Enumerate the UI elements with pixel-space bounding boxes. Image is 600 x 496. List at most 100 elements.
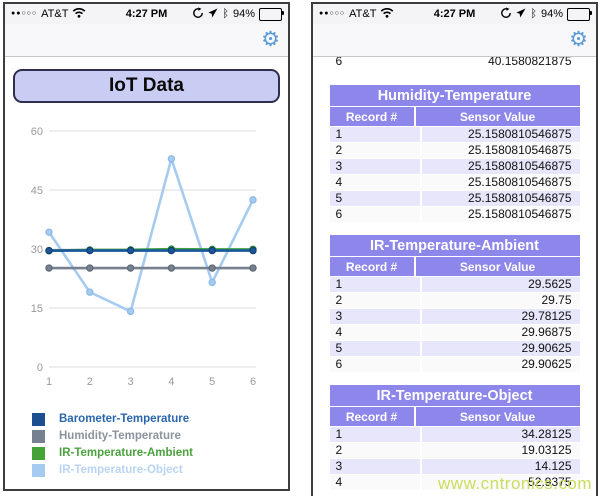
data-point bbox=[249, 246, 257, 255]
record-column-header: Record # bbox=[330, 257, 416, 276]
record-cell: 4 bbox=[330, 175, 422, 190]
record-cell: 1 bbox=[330, 427, 422, 442]
value-cell: 25.1580810546875 bbox=[468, 143, 572, 157]
legend-item: Humidity-Temperature bbox=[32, 430, 288, 443]
table-row: 3 25.1580810546875 bbox=[329, 159, 580, 175]
status-right: ᛒ 94% bbox=[500, 6, 592, 22]
record-cell: 6 bbox=[330, 207, 422, 222]
value-cell: 25.1580810546875 bbox=[468, 191, 572, 205]
record-cell: 3 bbox=[330, 459, 422, 474]
table-title: Humidity-Temperature bbox=[329, 85, 580, 107]
legend-swatch bbox=[32, 464, 45, 477]
value-cell: 29.78125 bbox=[521, 309, 572, 323]
table-title: IR-Temperature-Ambient bbox=[329, 235, 580, 257]
table-row: 4 29.96875 bbox=[329, 325, 580, 341]
table-scroll-area[interactable]: 6 40.1580821875 Humidity-Temperature Reco… bbox=[313, 57, 596, 491]
sensor-table: IR-Temperature-Object Record # Sensor Valu… bbox=[329, 385, 580, 491]
clipped-table-row: 6 40.1580821875 bbox=[330, 57, 580, 69]
data-point bbox=[86, 246, 94, 255]
legend-swatch bbox=[32, 430, 45, 443]
record-cell: 3 bbox=[330, 309, 422, 324]
table-row: 3 29.78125 bbox=[329, 309, 580, 325]
record-cell: 1 bbox=[330, 127, 422, 142]
x-axis-tick: 4 bbox=[168, 376, 174, 388]
data-point bbox=[45, 246, 53, 255]
value-cell: 29.5625 bbox=[528, 277, 572, 291]
battery-icon bbox=[567, 7, 592, 21]
sensor-table: IR-Temperature-Ambient Record # Sensor Val… bbox=[329, 235, 580, 373]
record-cell: 2 bbox=[330, 143, 422, 158]
value-column-header: Sensor Value bbox=[459, 260, 536, 274]
value-cell: 25.1580810546875 bbox=[468, 207, 572, 221]
table-header-row: Record # Sensor Value bbox=[329, 257, 580, 277]
data-point bbox=[167, 155, 176, 163]
orientation-lock-icon bbox=[192, 6, 204, 22]
record-cell: 5 bbox=[330, 341, 422, 356]
record-column-header: Record # bbox=[330, 107, 416, 126]
record-cell: 2 bbox=[330, 293, 422, 308]
settings-gear-button[interactable]: ⚙ bbox=[569, 28, 588, 51]
phone-table-screen: ●●○○○ AT&T 4:27 PM bbox=[311, 2, 598, 496]
data-point bbox=[208, 246, 216, 255]
data-point bbox=[126, 264, 135, 272]
sensor-table: Humidity-Temperature Record # Sensor Value… bbox=[329, 85, 580, 223]
value-cell: 40.1580821875 bbox=[488, 57, 572, 68]
data-point bbox=[249, 196, 257, 204]
table-row: 2 19.03125 bbox=[329, 443, 580, 459]
chart-legend: Barometer-Temperature Humidity-Temperatur… bbox=[5, 413, 288, 477]
legend-item: Barometer-Temperature bbox=[32, 413, 288, 426]
table-row: 4 25.1580810546875 bbox=[329, 175, 580, 191]
y-axis-tick: 60 bbox=[31, 126, 43, 138]
legend-item: IR-Temperature-Object bbox=[32, 464, 288, 477]
table-row: 1 25.1580810546875 bbox=[329, 127, 580, 143]
record-cell: 2 bbox=[330, 443, 422, 458]
table-row: 2 29.75 bbox=[329, 293, 580, 309]
x-axis-tick: 6 bbox=[250, 376, 256, 388]
legend-swatch bbox=[32, 447, 45, 460]
table-header-row: Record # Sensor Value bbox=[329, 107, 580, 127]
record-cell: 6 bbox=[335, 57, 343, 68]
data-point bbox=[126, 307, 135, 316]
value-cell: 29.96875 bbox=[521, 325, 572, 339]
value-column-header: Sensor Value bbox=[459, 410, 536, 424]
value-column-header: Sensor Value bbox=[459, 110, 536, 124]
value-cell: 52.9375 bbox=[528, 475, 572, 489]
bluetooth-icon: ᛒ bbox=[530, 8, 537, 20]
legend-label: Humidity-Temperature bbox=[59, 430, 181, 442]
table-row: 6 25.1580810546875 bbox=[329, 207, 580, 223]
value-cell: 29.75 bbox=[541, 293, 572, 307]
location-icon bbox=[208, 8, 218, 21]
iot-data-header-button[interactable]: IoT Data bbox=[13, 69, 280, 103]
table-row: 4 52.9375 bbox=[329, 475, 580, 491]
clock-label: 4:27 PM bbox=[125, 8, 168, 20]
data-point bbox=[45, 264, 53, 272]
battery-percent-label: 94% bbox=[232, 8, 255, 20]
y-axis-tick: 15 bbox=[31, 303, 43, 315]
wifi-icon bbox=[380, 7, 394, 21]
table-row: 2 25.1580810546875 bbox=[329, 143, 580, 159]
status-right: ᛒ 94% bbox=[192, 6, 284, 22]
value-cell: 25.1580810546875 bbox=[468, 127, 572, 141]
wifi-icon bbox=[72, 7, 86, 21]
sensor-tables: Humidity-Temperature Record # Sensor Value… bbox=[313, 85, 596, 491]
data-point bbox=[167, 246, 176, 255]
clock-label: 4:27 PM bbox=[433, 8, 476, 20]
nav-bar: ⚙ bbox=[313, 24, 596, 57]
data-point bbox=[208, 264, 216, 272]
x-axis-tick: 5 bbox=[209, 376, 215, 388]
value-cell: 29.90625 bbox=[521, 357, 572, 371]
settings-gear-button[interactable]: ⚙ bbox=[261, 28, 280, 51]
signal-strength-icon: ●●○○○ bbox=[319, 10, 346, 17]
legend-label: IR-Temperature-Object bbox=[59, 464, 183, 476]
battery-percent-label: 94% bbox=[540, 8, 563, 20]
record-cell: 4 bbox=[330, 475, 422, 490]
data-point bbox=[249, 264, 257, 272]
record-cell: 3 bbox=[330, 159, 422, 174]
carrier-label: AT&T bbox=[41, 8, 69, 20]
phone-chart-screen: ●●○○○ AT&T 4:27 PM bbox=[3, 2, 290, 491]
value-cell: 19.03125 bbox=[521, 443, 572, 457]
orientation-lock-icon bbox=[500, 6, 512, 22]
data-point bbox=[126, 246, 135, 255]
table-header-row: Record # Sensor Value bbox=[329, 407, 580, 427]
